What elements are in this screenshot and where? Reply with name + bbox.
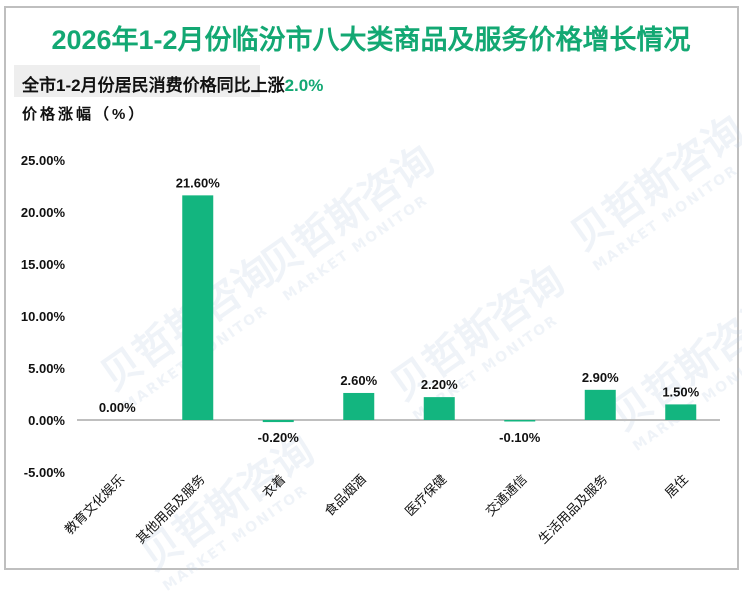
y-tick-label: 25.00% [21,153,66,168]
chart-subtitle: 全市1-2月份居民消费价格同比上涨2.0% [22,71,323,96]
bar[interactable] [262,420,294,423]
category-label: 生活用品及服务 [535,472,611,548]
y-tick-label: 10.00% [21,309,66,324]
y-tick-label: 0.00% [28,413,65,428]
subtitle-background [14,65,260,97]
bar-chart: 25.00% 20.00% 15.00% 10.00% 5.00% 0.00% -5.00%… [21,153,720,548]
category-label: 教育文化娱乐 [62,472,128,538]
bar[interactable] [504,420,536,422]
bar[interactable] [343,392,375,420]
category-label: 居住 [663,472,692,501]
data-label: 0.00% [99,400,136,415]
y-tick-label: 15.00% [21,257,66,272]
bar[interactable] [423,397,455,420]
y-tick-label: 5.00% [28,361,65,376]
category-label: 衣着 [259,472,289,502]
data-label: 2.90% [582,370,619,385]
bar[interactable] [182,195,214,420]
bar[interactable] [584,389,616,420]
data-label: -0.10% [499,430,541,445]
y-tick-label: 20.00% [21,205,66,220]
category-label: 医疗保健 [403,472,450,519]
subtitle-highlight: 2.0% [284,76,324,95]
data-label: -0.20% [258,430,300,445]
data-label: 2.60% [340,373,377,388]
chart-title: 2026年1-2月份临汾市八大类商品及服务价格增长情况 [51,25,691,55]
y-tick-label: -5.00% [24,465,66,480]
category-label: 其他用品及服务 [133,472,209,548]
data-label: 1.50% [662,384,699,399]
category-label: 交通通信 [482,472,530,520]
category-label: 食品烟酒 [321,472,369,520]
bar[interactable] [665,404,697,420]
subtitle-text: 全市1-2月份居民消费价格同比上涨 [22,76,285,95]
y-axis-title: 价格涨幅（%） [22,106,147,123]
data-label: 2.20% [421,377,458,392]
data-label: 21.60% [176,175,221,190]
chart-frame [4,6,739,570]
